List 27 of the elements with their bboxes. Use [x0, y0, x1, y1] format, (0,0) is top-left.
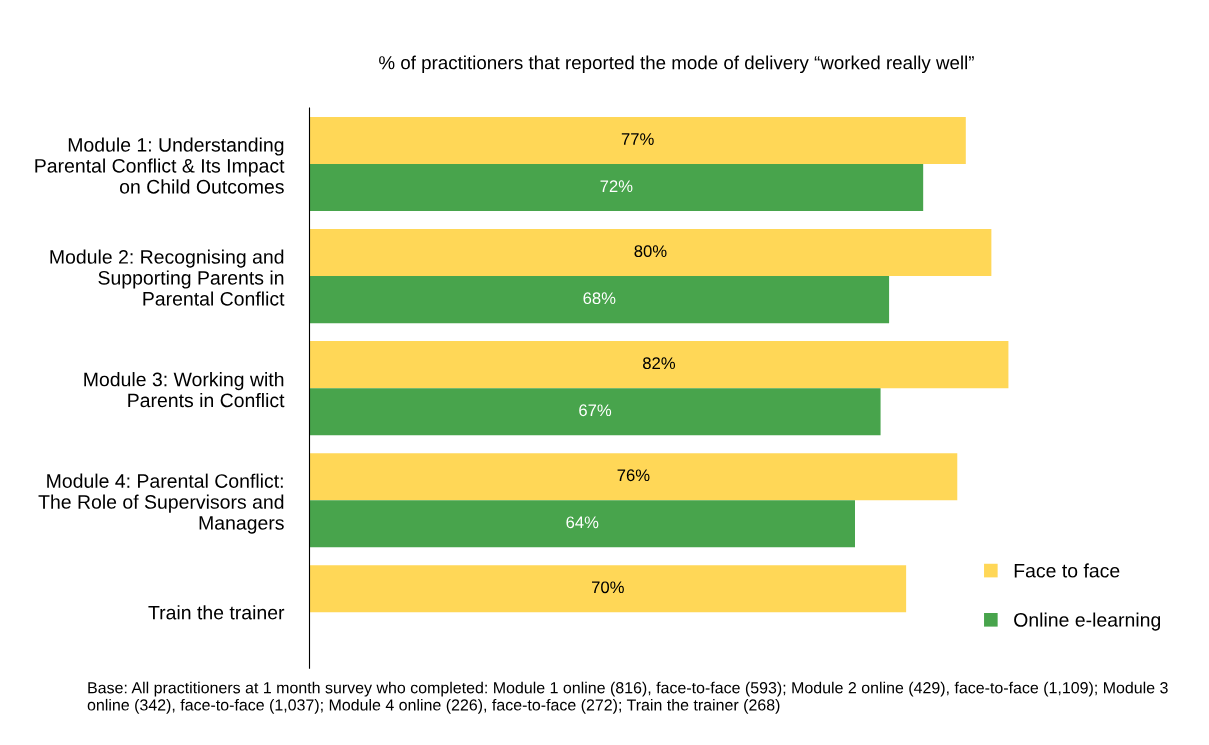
data-label: 77% [621, 133, 654, 145]
data-label: 72% [600, 180, 633, 192]
legend-label: Face to face [1014, 563, 1120, 578]
y-tick-label: Module 3: Working with Parents in Conflict [84, 372, 285, 408]
y-tick-label: Train the trainer [148, 605, 285, 620]
data-label: 68% [583, 292, 616, 305]
y-tick-label: Module 4: Parental Conflict: The Role of Supervisors and Managers [38, 473, 284, 534]
text: Base: All practitioners at 1 month survey who completed: Module 1 online (816), face-to-face (593); Module 2 online (429), face-to-face (1,109); Module 3 online (342), face-to-face (1,037); Module 4 online (226), face-to-face (272); Train the trainer (268) [87, 681, 1168, 714]
bar [309, 565, 907, 613]
data-label: 67% [579, 404, 612, 417]
bar [309, 116, 966, 165]
data-label: 70% [592, 581, 624, 594]
data-label: 80% [634, 245, 667, 258]
bar [309, 276, 890, 324]
data-label: 76% [617, 469, 650, 482]
legend-label: Online e-learning [1014, 612, 1161, 631]
bar [309, 164, 924, 212]
y-tick-label: Module 1: Understanding Parental Conflict & Its Impact on Child Outcomes [35, 137, 285, 194]
bar [309, 453, 958, 501]
bar [309, 500, 855, 548]
bar [309, 388, 881, 436]
data-label: 64% [566, 516, 599, 529]
y-tick-label: Module 2: Recognising and Supporting Parents in Parental Conflict [50, 249, 285, 306]
data-label: 82% [643, 357, 676, 370]
chart-title: % of practitioners that reported the mode of delivery “worked really well” [379, 55, 974, 74]
bar [309, 229, 992, 277]
bar [309, 341, 1009, 389]
